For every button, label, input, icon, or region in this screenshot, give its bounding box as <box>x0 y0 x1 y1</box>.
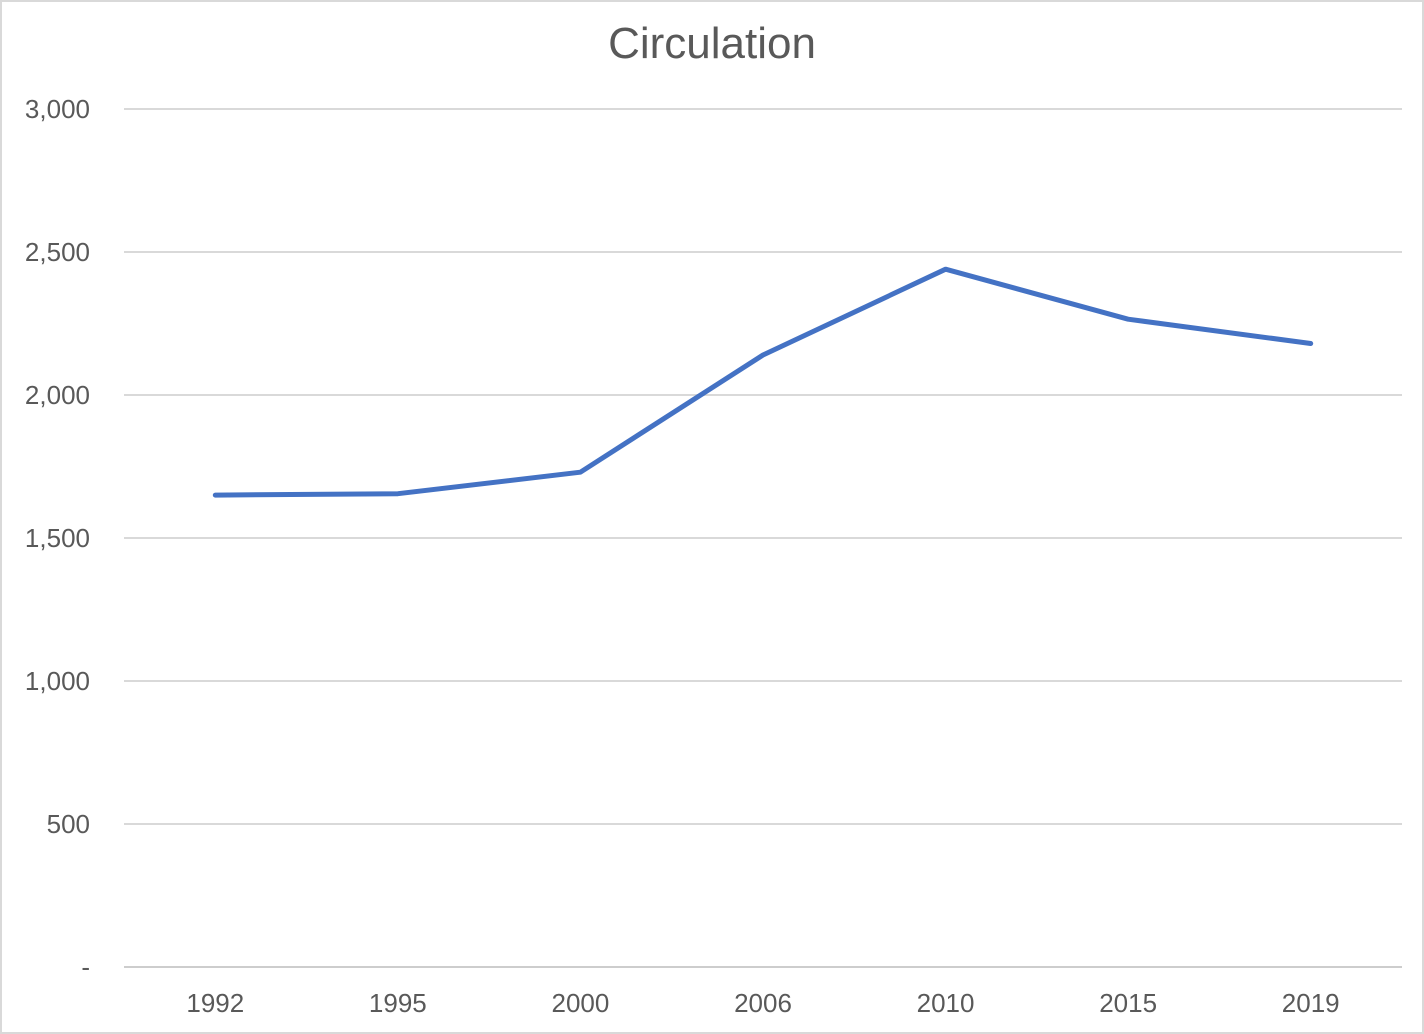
chart-title: Circulation <box>608 19 816 68</box>
series-line-circulation <box>212 266 1314 498</box>
